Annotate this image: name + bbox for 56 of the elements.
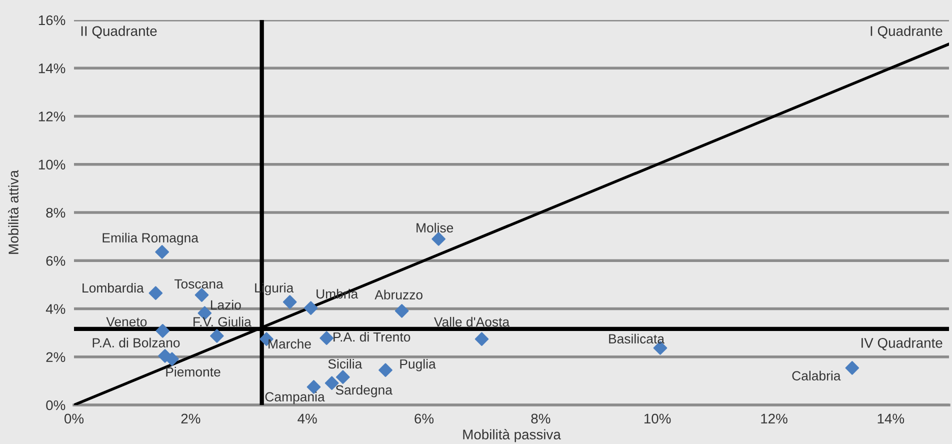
point (474, 332, 489, 346)
point (156, 324, 170, 338)
annotation: I Quadrante (870, 26, 942, 38)
point (394, 304, 409, 318)
point (210, 329, 224, 343)
point (194, 288, 209, 302)
data-label: Lombardia (82, 282, 144, 293)
data-label: Emilia Romagna (102, 232, 198, 246)
x-tick-label: 6% (414, 414, 434, 424)
data-label: P.A. di Bolzano (92, 338, 180, 348)
point (165, 352, 179, 366)
y-tick-label: 4% (46, 304, 66, 314)
data-label: Calabria (792, 370, 841, 380)
data-label: Lazio (210, 300, 241, 310)
x-axis-title: Mobilità passiva (463, 429, 561, 442)
data-label: Piemonte (166, 366, 220, 377)
data-label: Sardegna (336, 384, 392, 398)
x-tick-label: 0% (64, 414, 84, 424)
x-tick-label: 14% (878, 414, 904, 424)
data-label: Molise (416, 222, 454, 233)
point (336, 370, 350, 384)
data-label: Puglia (400, 358, 436, 372)
data-label: Marche (268, 338, 311, 349)
point (320, 331, 334, 346)
data-label: Basilicata (609, 334, 664, 344)
data-label: Veneto (106, 317, 147, 326)
y-tick-label: 12% (38, 112, 66, 122)
y-tick-label: 6% (46, 256, 66, 266)
data-label: P.A. di Trento (334, 332, 410, 342)
x-tick-label: 8% (531, 414, 550, 424)
point (282, 295, 297, 309)
x-tick-label: 10% (644, 414, 671, 424)
point (304, 301, 318, 315)
y-tick-label: 16% (38, 15, 66, 26)
data-label: Sicilia (328, 358, 362, 369)
annotation: II Quadrante (81, 26, 157, 38)
x-tick-label: 4% (298, 414, 317, 424)
point (155, 245, 169, 259)
data-label: Abruzzo (374, 290, 422, 300)
annotation: IV Quadrante (862, 338, 942, 350)
y-tick-label: 2% (46, 352, 66, 362)
y-tick-label: 0% (46, 400, 66, 410)
y-tick-label: 10% (38, 160, 66, 170)
point (845, 361, 860, 375)
point (378, 363, 392, 378)
data-label: F.V. Giulia (194, 316, 252, 326)
x-tick-label: 12% (761, 414, 788, 424)
y-tick-label: 14% (38, 64, 66, 74)
data-label: Toscana (174, 279, 224, 289)
point (148, 286, 163, 300)
data-label: Campania (265, 392, 325, 404)
y-axis-title: Mobilità attiva (8, 170, 18, 254)
point (432, 232, 446, 246)
y-tick-label: 8% (46, 208, 66, 218)
data-label: Valle d'Aosta (434, 316, 510, 327)
x-tick-label: 2% (181, 414, 200, 424)
